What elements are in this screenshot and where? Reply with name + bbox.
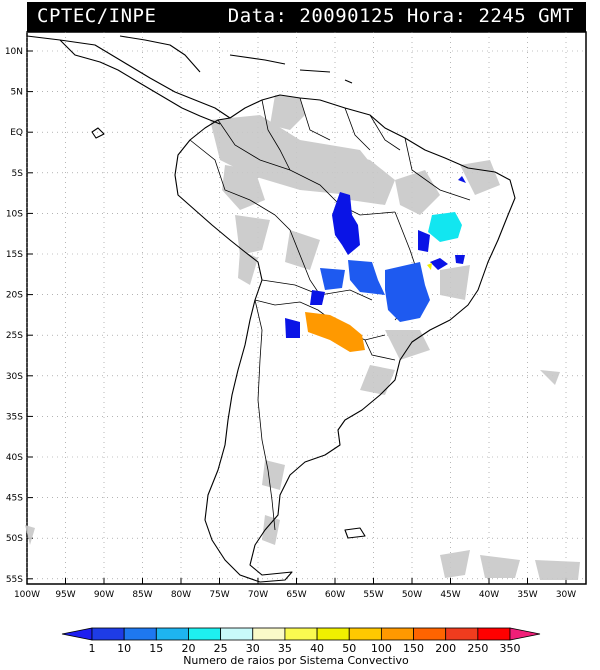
- cell-blue: [385, 262, 430, 322]
- longitude-label: 35W: [517, 590, 537, 600]
- latitude-label: 40S: [6, 453, 23, 463]
- cell-blue: [348, 260, 385, 295]
- cell-dark-blue: [285, 318, 300, 338]
- map-frame: [26, 31, 587, 585]
- latitude-label: 50S: [6, 534, 23, 544]
- latitude-labels: 10N 5N EQ 5S 10S 15S 20S 25S 30S 35S 40S 45S 50S 55S: [5, 47, 23, 585]
- convective-systems: [285, 176, 466, 352]
- latitude-label: 10N: [5, 47, 23, 57]
- latitude-label: 20S: [6, 291, 23, 301]
- cell-cyan: [428, 212, 462, 242]
- longitude-label: 30W: [556, 590, 576, 600]
- longitude-label: 85W: [132, 590, 152, 600]
- colorbar-segment: [188, 627, 222, 641]
- source-label: CPTEC/INPE: [37, 5, 157, 27]
- cell-dark-blue: [455, 255, 465, 264]
- cell-dark-blue: [458, 176, 466, 183]
- colorbar-tick-label: 1: [89, 642, 96, 655]
- colorbar-tick-label: 15: [149, 642, 163, 655]
- colorbar-tick-label: 30: [246, 642, 260, 655]
- colorbar-segment: [123, 627, 157, 641]
- latitude-label: 45S: [6, 494, 23, 504]
- colorbar-segment: [477, 627, 511, 641]
- colorbar-tick-label: 100: [371, 642, 392, 655]
- colorbar-tick-label: 10: [117, 642, 131, 655]
- colorbar-tick-label: 350: [500, 642, 521, 655]
- latitude-label: 10S: [6, 209, 23, 219]
- colorbar-tick-label: 35: [278, 642, 292, 655]
- colorbar-tick-label: 150: [403, 642, 424, 655]
- cell-dark-blue: [430, 258, 448, 270]
- longitude-label: 50W: [402, 590, 422, 600]
- cell-dark-blue: [418, 230, 430, 252]
- coastlines: [26, 35, 516, 583]
- longitude-label: 40W: [479, 590, 499, 600]
- colorbar-tick-label: 250: [467, 642, 488, 655]
- datetime-label: Data: 20090125 Hora: 2245 GMT: [227, 5, 574, 27]
- longitude-label: 45W: [440, 590, 460, 600]
- colorbar-segment: [252, 627, 286, 641]
- latitude-label: 5N: [11, 88, 23, 98]
- cell-orange: [305, 312, 365, 352]
- borders: [189, 97, 471, 531]
- colorbar-tick-label: 20: [181, 642, 195, 655]
- colorbar-tick-label: 200: [435, 642, 456, 655]
- color-scale-caption: Numero de raios por Sistema Convectivo: [183, 654, 409, 667]
- colorbar-tick-label: 25: [214, 642, 228, 655]
- latitude-label: EQ: [10, 128, 23, 138]
- cell-dark-blue: [310, 290, 325, 305]
- longitude-label: 75W: [209, 590, 229, 600]
- colorbar-left-arrow: [61, 627, 93, 641]
- longitude-label: 65W: [286, 590, 306, 600]
- colorbar-segment: [91, 627, 125, 641]
- cell-blue: [320, 268, 345, 290]
- colorbar-right-arrow: [509, 627, 541, 641]
- colorbar-segment: [316, 627, 350, 641]
- colorbar-tick-label: 40: [310, 642, 324, 655]
- colorbar-segment: [348, 627, 382, 641]
- color-scale-ticks: 1 10 15 20 25 30 35 40 50 100 150 200 250 350: [89, 642, 521, 655]
- longitude-labels: 100W 95W 90W 85W 80W 75W 70W 65W 60W 55W 50W 45W 40W…: [14, 590, 576, 600]
- color-scale-bar: [61, 627, 541, 641]
- latitude-label: 55S: [6, 575, 23, 585]
- latitude-label: 25S: [6, 331, 23, 341]
- longitude-label: 90W: [94, 590, 114, 600]
- cell-dark-blue: [332, 192, 360, 255]
- latitude-label: 15S: [6, 250, 23, 260]
- longitude-label: 100W: [14, 590, 40, 600]
- colorbar-tick-label: 50: [342, 642, 356, 655]
- longitude-label: 95W: [55, 590, 75, 600]
- colorbar-segment: [413, 627, 447, 641]
- colorbar-segment: [445, 627, 479, 641]
- colorbar-segment: [284, 627, 318, 641]
- latitude-label: 30S: [6, 372, 23, 382]
- longitude-label: 55W: [363, 590, 383, 600]
- colorbar-segment: [220, 627, 254, 641]
- latitude-label: 5S: [12, 169, 24, 179]
- title-bar: CPTEC/INPE Data: 20090125 Hora: 2245 GMT: [27, 2, 586, 32]
- colorbar-segment: [155, 627, 189, 641]
- longitude-label: 70W: [248, 590, 268, 600]
- latitude-label: 35S: [6, 412, 23, 422]
- longitude-label: 60W: [325, 590, 345, 600]
- colorbar-segment: [380, 627, 414, 641]
- longitude-label: 80W: [171, 590, 191, 600]
- cell-yellow: [427, 263, 432, 270]
- graticule: [26, 32, 586, 584]
- cloud-cover: [25, 95, 580, 580]
